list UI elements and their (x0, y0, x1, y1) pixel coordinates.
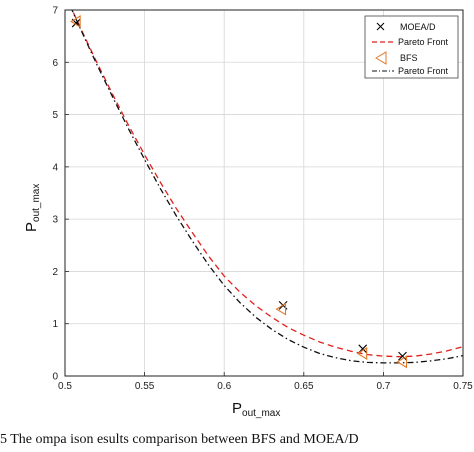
legend-moead-label: MOEA/D (400, 22, 436, 32)
x-axis-title: Pout_max (232, 400, 280, 419)
y-tick-label: 0 (52, 372, 58, 383)
x-tick-label: 0.5 (58, 381, 72, 392)
pareto-chart: 0.5 0.55 0.6 0.65 0.7 0.75 0 1 2 3 4 5 6 7 Pout_max P… (23, 6, 473, 420)
x-tick-label: 0.7 (376, 381, 390, 392)
x-tick-label: 0.75 (453, 381, 473, 392)
figure-caption: 5 The ompa ison esults comparison betwee… (0, 424, 474, 452)
x-axis-title-main: P (232, 400, 242, 417)
x-tick-label: 0.65 (294, 381, 314, 392)
x-tick-label: 0.55 (135, 381, 155, 392)
legend-pf2-label: Pareto Front (398, 66, 449, 76)
bfs-point (70, 15, 81, 28)
moead-point (398, 351, 407, 361)
figure-caption-text: 5 The ompa ison esults comparison betwee… (0, 432, 359, 447)
y-axis-title-sub: out_max (31, 184, 42, 222)
x-tick-label: 0.6 (217, 381, 231, 392)
x-axis-title-sub: out_max (242, 408, 280, 419)
bfs-point (275, 302, 287, 316)
y-axis-title-main: P (23, 222, 40, 232)
legend-bfs-marker (375, 51, 387, 65)
y-tick-label: 5 (52, 110, 58, 121)
legend-bfs-label: BFS (400, 53, 418, 63)
y-tick-label: 6 (52, 58, 58, 69)
bfs-point (356, 347, 368, 360)
series-layer (70, 10, 463, 369)
y-tick-label: 2 (52, 267, 58, 278)
y-tick-label: 1 (52, 319, 58, 330)
series-line-pareto-front-3 (71, 10, 463, 364)
y-axis-title: Pout_max (23, 184, 42, 232)
y-tick-label: 3 (52, 215, 58, 226)
legend-moead-marker (376, 22, 385, 31)
legend: MOEA/D Pareto Front BFS Pareto Front (364, 15, 459, 79)
plot-frame (64, 9, 464, 377)
y-tick-label: 7 (52, 6, 58, 17)
tick-labels: 0.5 0.55 0.6 0.65 0.7 0.75 0 1 2 3 4 5 6 7 (52, 6, 473, 393)
bfs-point (396, 355, 408, 369)
y-tick-label: 4 (52, 162, 58, 173)
series-line-pareto-front-1 (71, 10, 463, 358)
legend-pf1-label: Pareto Front (398, 37, 449, 47)
